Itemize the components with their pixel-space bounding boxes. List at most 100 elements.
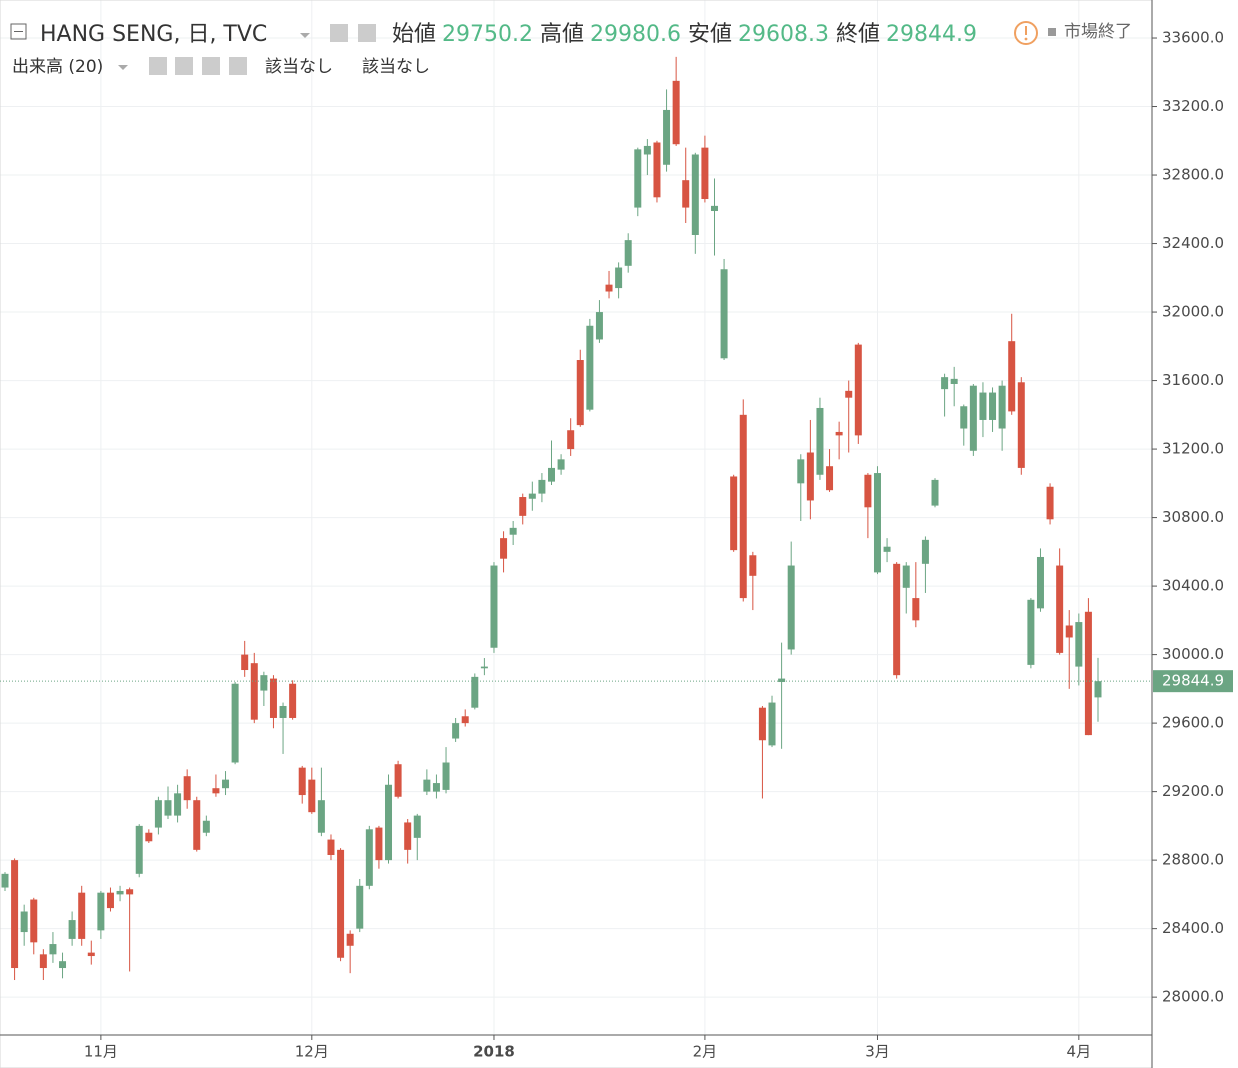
last-price-label: 29844.9 <box>1162 672 1224 690</box>
candle-body <box>528 493 536 499</box>
candle-body <box>873 473 881 573</box>
candle-body <box>787 565 795 650</box>
candle-body <box>826 466 834 491</box>
candle-body <box>212 788 220 794</box>
candle-body <box>624 240 632 266</box>
candle-body <box>1017 382 1025 468</box>
candle-body <box>749 555 757 576</box>
settings-icon[interactable] <box>358 24 376 42</box>
candle-body <box>442 762 450 790</box>
candle-body <box>864 474 872 508</box>
candle-body <box>548 467 555 482</box>
candle-body <box>653 142 661 198</box>
candle-body <box>423 779 431 792</box>
candle-body <box>663 109 671 165</box>
dropdown-arrow[interactable] <box>118 65 128 70</box>
candle-body <box>337 849 345 958</box>
candle-body <box>1075 622 1083 667</box>
y-tick-label: 33600.0 <box>1162 29 1224 47</box>
candle-body <box>519 497 527 516</box>
candle-body <box>1 873 9 888</box>
candle-body <box>1036 556 1044 609</box>
ohlc-label: 始値 <box>392 22 436 47</box>
candle-body <box>327 839 335 855</box>
candle-body <box>317 800 325 833</box>
x-tick-label: 3月 <box>865 1043 890 1061</box>
candle-body <box>768 702 776 746</box>
indicator-value: 該当なし <box>362 57 430 77</box>
collapse-icon[interactable] <box>10 23 27 40</box>
candle-body <box>806 452 814 501</box>
candle-body <box>500 538 508 559</box>
alert-icon-dot <box>1024 37 1028 41</box>
candle-body <box>672 80 680 145</box>
candle-body <box>222 779 230 789</box>
candle-body <box>883 546 891 552</box>
candle-body <box>586 325 594 410</box>
candle-body <box>816 407 824 475</box>
settings-icon[interactable] <box>175 57 193 75</box>
candle-body <box>174 793 182 816</box>
symbol-title: HANG SENG, 日, TVC <box>40 22 267 47</box>
candle-body <box>931 479 939 506</box>
y-tick-label: 28800.0 <box>1162 851 1224 869</box>
y-tick-label: 31600.0 <box>1162 371 1224 389</box>
candle-body <box>643 145 651 155</box>
eye-icon[interactable] <box>149 57 167 75</box>
candle-body <box>106 892 114 909</box>
candle-body <box>241 654 249 671</box>
candle-body <box>135 825 143 874</box>
candle-body <box>893 563 901 676</box>
dropdown-arrow[interactable] <box>300 33 310 38</box>
ohlc-label: 安値 <box>688 22 732 47</box>
candle-body <box>154 800 162 828</box>
candle-body <box>356 885 364 929</box>
candle-body <box>250 663 258 720</box>
y-tick-label: 29600.0 <box>1162 714 1224 732</box>
candle-body <box>989 392 997 420</box>
candle-body <box>375 827 383 861</box>
status-dot <box>1048 28 1056 36</box>
candle-body <box>126 889 134 895</box>
candle-body <box>730 476 738 551</box>
candle-body <box>480 666 488 669</box>
candle-body <box>998 385 1006 429</box>
y-tick-label: 32800.0 <box>1162 166 1224 184</box>
plot-frame <box>0 0 1153 1068</box>
candle-body <box>269 678 277 718</box>
y-tick-label: 30800.0 <box>1162 508 1224 526</box>
candle-body <box>921 539 929 564</box>
candle-body <box>1094 681 1102 698</box>
candle-body <box>960 406 968 429</box>
candle-body <box>710 205 718 212</box>
candle-body <box>691 154 699 235</box>
candle-body <box>298 767 306 796</box>
candle-body <box>260 675 268 691</box>
candle-body <box>59 961 67 969</box>
candle-body <box>567 430 575 450</box>
candle-body <box>39 954 47 969</box>
y-tick-label: 30000.0 <box>1162 645 1224 663</box>
candle-body <box>1065 625 1073 638</box>
candle-body <box>471 676 479 708</box>
candle-body <box>758 707 766 741</box>
close-icon[interactable] <box>229 57 247 75</box>
candle-body <box>797 459 805 484</box>
add-icon[interactable] <box>202 57 220 75</box>
candle-body <box>1046 486 1054 520</box>
candle-body <box>279 705 287 718</box>
candle-body <box>1056 565 1064 653</box>
candle-body <box>682 180 690 208</box>
x-tick-label: 4月 <box>1067 1043 1092 1061</box>
candle-body <box>1027 599 1035 665</box>
candle-body <box>404 822 412 850</box>
candle-body <box>950 378 958 384</box>
candle-body <box>778 678 786 683</box>
candle-body <box>969 385 977 451</box>
y-tick-label: 30400.0 <box>1162 577 1224 595</box>
candle-body <box>164 800 172 816</box>
y-tick-label: 29200.0 <box>1162 782 1224 800</box>
candle-body <box>385 784 393 861</box>
eye-icon[interactable] <box>330 24 348 42</box>
candle-body <box>595 312 603 340</box>
